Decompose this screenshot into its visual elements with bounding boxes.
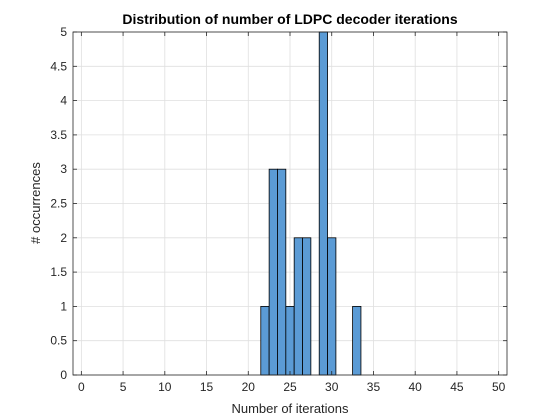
x-tick-label: 0	[78, 380, 85, 394]
histogram-bar	[260, 305, 270, 376]
y-tick-label: 4.5	[50, 59, 67, 73]
x-tick-label: 50	[492, 380, 506, 394]
y-tick-label: 5	[60, 25, 67, 39]
y-tick-label: 1.5	[50, 265, 67, 279]
y-tick-label: 3	[60, 162, 67, 176]
x-tick-label: 10	[158, 380, 172, 394]
histogram-bar	[268, 168, 278, 376]
y-tick-label: 4	[60, 94, 67, 108]
x-tick-label: 45	[450, 380, 464, 394]
x-tick-label: 40	[409, 380, 423, 394]
y-tick-label: 2	[60, 231, 67, 245]
y-tick-label: 2.5	[50, 197, 67, 211]
y-tick-label: 1	[60, 299, 67, 313]
x-axis-label: Number of iterations	[231, 401, 349, 416]
y-tick-label: 0	[60, 368, 67, 382]
histogram-bar	[277, 168, 287, 376]
y-tick-label: 0.5	[50, 334, 67, 348]
y-tick-label: 3.5	[50, 128, 67, 142]
histogram-bar	[285, 305, 295, 376]
x-tick-label: 5	[120, 380, 127, 394]
histogram-bar	[327, 237, 337, 376]
histogram-bar	[318, 31, 328, 376]
y-axis-label: # occurrences	[28, 162, 43, 244]
histogram-bar	[352, 305, 362, 376]
x-tick-label: 15	[200, 380, 214, 394]
x-ticks: 0 5 10 15 20 25 30 35 40 45 50	[78, 32, 506, 394]
histogram-bar	[302, 237, 312, 376]
x-tick-label: 25	[283, 380, 297, 394]
bars-group	[260, 31, 362, 376]
x-tick-label: 35	[367, 380, 381, 394]
x-tick-label: 20	[242, 380, 256, 394]
y-ticks: 0 0.5 1 1.5 2 2.5 3 3.5 4 4.5 5	[50, 25, 507, 382]
chart-title: Distribution of number of LDPC decoder i…	[122, 11, 457, 27]
histogram-bar	[293, 237, 303, 376]
x-tick-label: 30	[325, 380, 339, 394]
